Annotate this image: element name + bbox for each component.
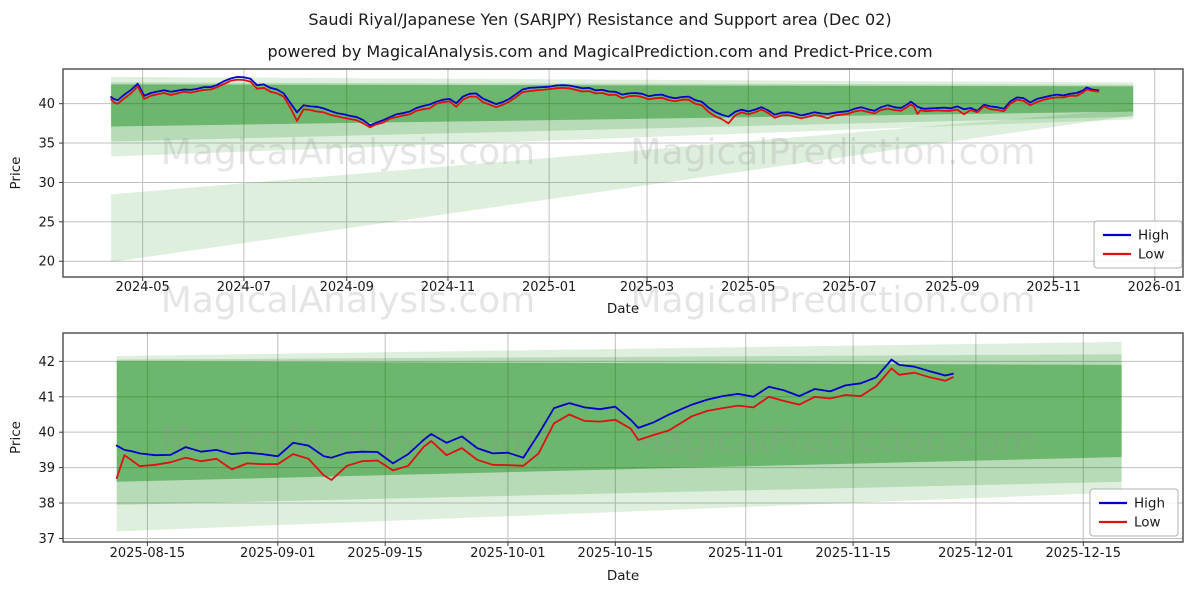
x-tick-label: 2024-09	[320, 280, 374, 295]
support-resistance-band	[111, 109, 1134, 263]
y-tick-label: 40	[38, 426, 55, 441]
top-chart: MagicalAnalysis.com MagicalPrediction.com…	[8, 68, 1184, 321]
x-tick-label: 2025-10-01	[470, 546, 546, 561]
y-tick-label: 37	[38, 532, 55, 547]
y-tick-label: 41	[38, 390, 55, 405]
watermark-text: MagicalPrediction.com	[631, 280, 1036, 321]
x-tick-label: 2025-09-15	[347, 546, 423, 561]
high-line	[110, 76, 1100, 127]
axes-frame	[62, 68, 1184, 278]
chart-subtitle: powered by MagicalAnalysis.com and Magic…	[267, 42, 933, 61]
x-tick-label: 2025-12-15	[1045, 546, 1121, 561]
watermark-text: MagicalAnalysis.com	[161, 280, 535, 321]
watermark-text: MagicalAnalysis.com	[161, 420, 535, 461]
x-tick-label: 2024-05	[115, 280, 169, 295]
x-tick-label: 2025-09-01	[240, 546, 316, 561]
x-tick-label: 2026-01	[1128, 280, 1182, 295]
x-tick-label: 2025-09	[925, 280, 979, 295]
x-tick-label: 2025-03	[620, 280, 674, 295]
y-tick-label: 38	[38, 497, 55, 512]
x-tick-label: 2025-10-15	[578, 546, 654, 561]
bottom-chart: MagicalAnalysis.com MagicalPrediction.com…	[8, 332, 1184, 584]
y-tick-label: 30	[38, 176, 55, 191]
y-tick-label: 20	[38, 255, 55, 270]
chart-title: Saudi Riyal/Japanese Yen (SARJPY) Resist…	[308, 10, 892, 29]
x-tick-label: 2025-11	[1026, 280, 1080, 295]
support-resistance-band	[111, 82, 1134, 142]
y-axis-label: Price	[8, 421, 24, 454]
y-axis-label: Price	[8, 157, 24, 190]
x-tick-label: 2024-07	[217, 280, 271, 295]
legend-box	[1089, 488, 1179, 537]
x-tick-label: 2025-11-01	[708, 546, 784, 561]
legend-label-high: High	[1134, 496, 1165, 512]
x-tick-label: 2025-01	[522, 280, 576, 295]
low-line	[110, 78, 1100, 129]
x-tick-label: 2025-07	[822, 280, 876, 295]
x-tick-label: 2025-08-15	[110, 546, 186, 561]
x-tick-label: 2025-11-15	[815, 546, 891, 561]
y-tick-label: 40	[38, 97, 55, 112]
low-line	[115, 367, 954, 481]
x-tick-label: 2025-05	[721, 280, 775, 295]
axes-frame	[62, 332, 1184, 543]
x-tick-label: 2024-11	[421, 280, 475, 295]
legend-label-low: Low	[1134, 515, 1161, 531]
y-tick-label: 42	[38, 355, 55, 370]
legend-label-high: High	[1138, 228, 1169, 244]
high-line	[115, 358, 954, 465]
legend-label-low: Low	[1138, 247, 1165, 263]
watermark-text: MagicalPrediction.com	[631, 132, 1036, 173]
x-tick-label: 2025-12-01	[938, 546, 1014, 561]
legend: High Low	[1089, 488, 1179, 537]
y-tick-label: 25	[38, 215, 55, 230]
support-resistance-band	[116, 354, 1122, 505]
watermark-text: MagicalAnalysis.com	[161, 132, 535, 173]
y-tick-label: 39	[38, 461, 55, 476]
x-axis-label: Date	[607, 568, 639, 584]
legend: High Low	[1093, 220, 1183, 269]
support-resistance-band	[111, 76, 1134, 157]
support-resistance-band	[111, 84, 1134, 127]
legend-box	[1093, 220, 1183, 269]
watermark-text: MagicalPrediction.com	[631, 420, 1036, 461]
x-axis-label: Date	[607, 301, 639, 317]
y-tick-label: 35	[38, 137, 55, 152]
